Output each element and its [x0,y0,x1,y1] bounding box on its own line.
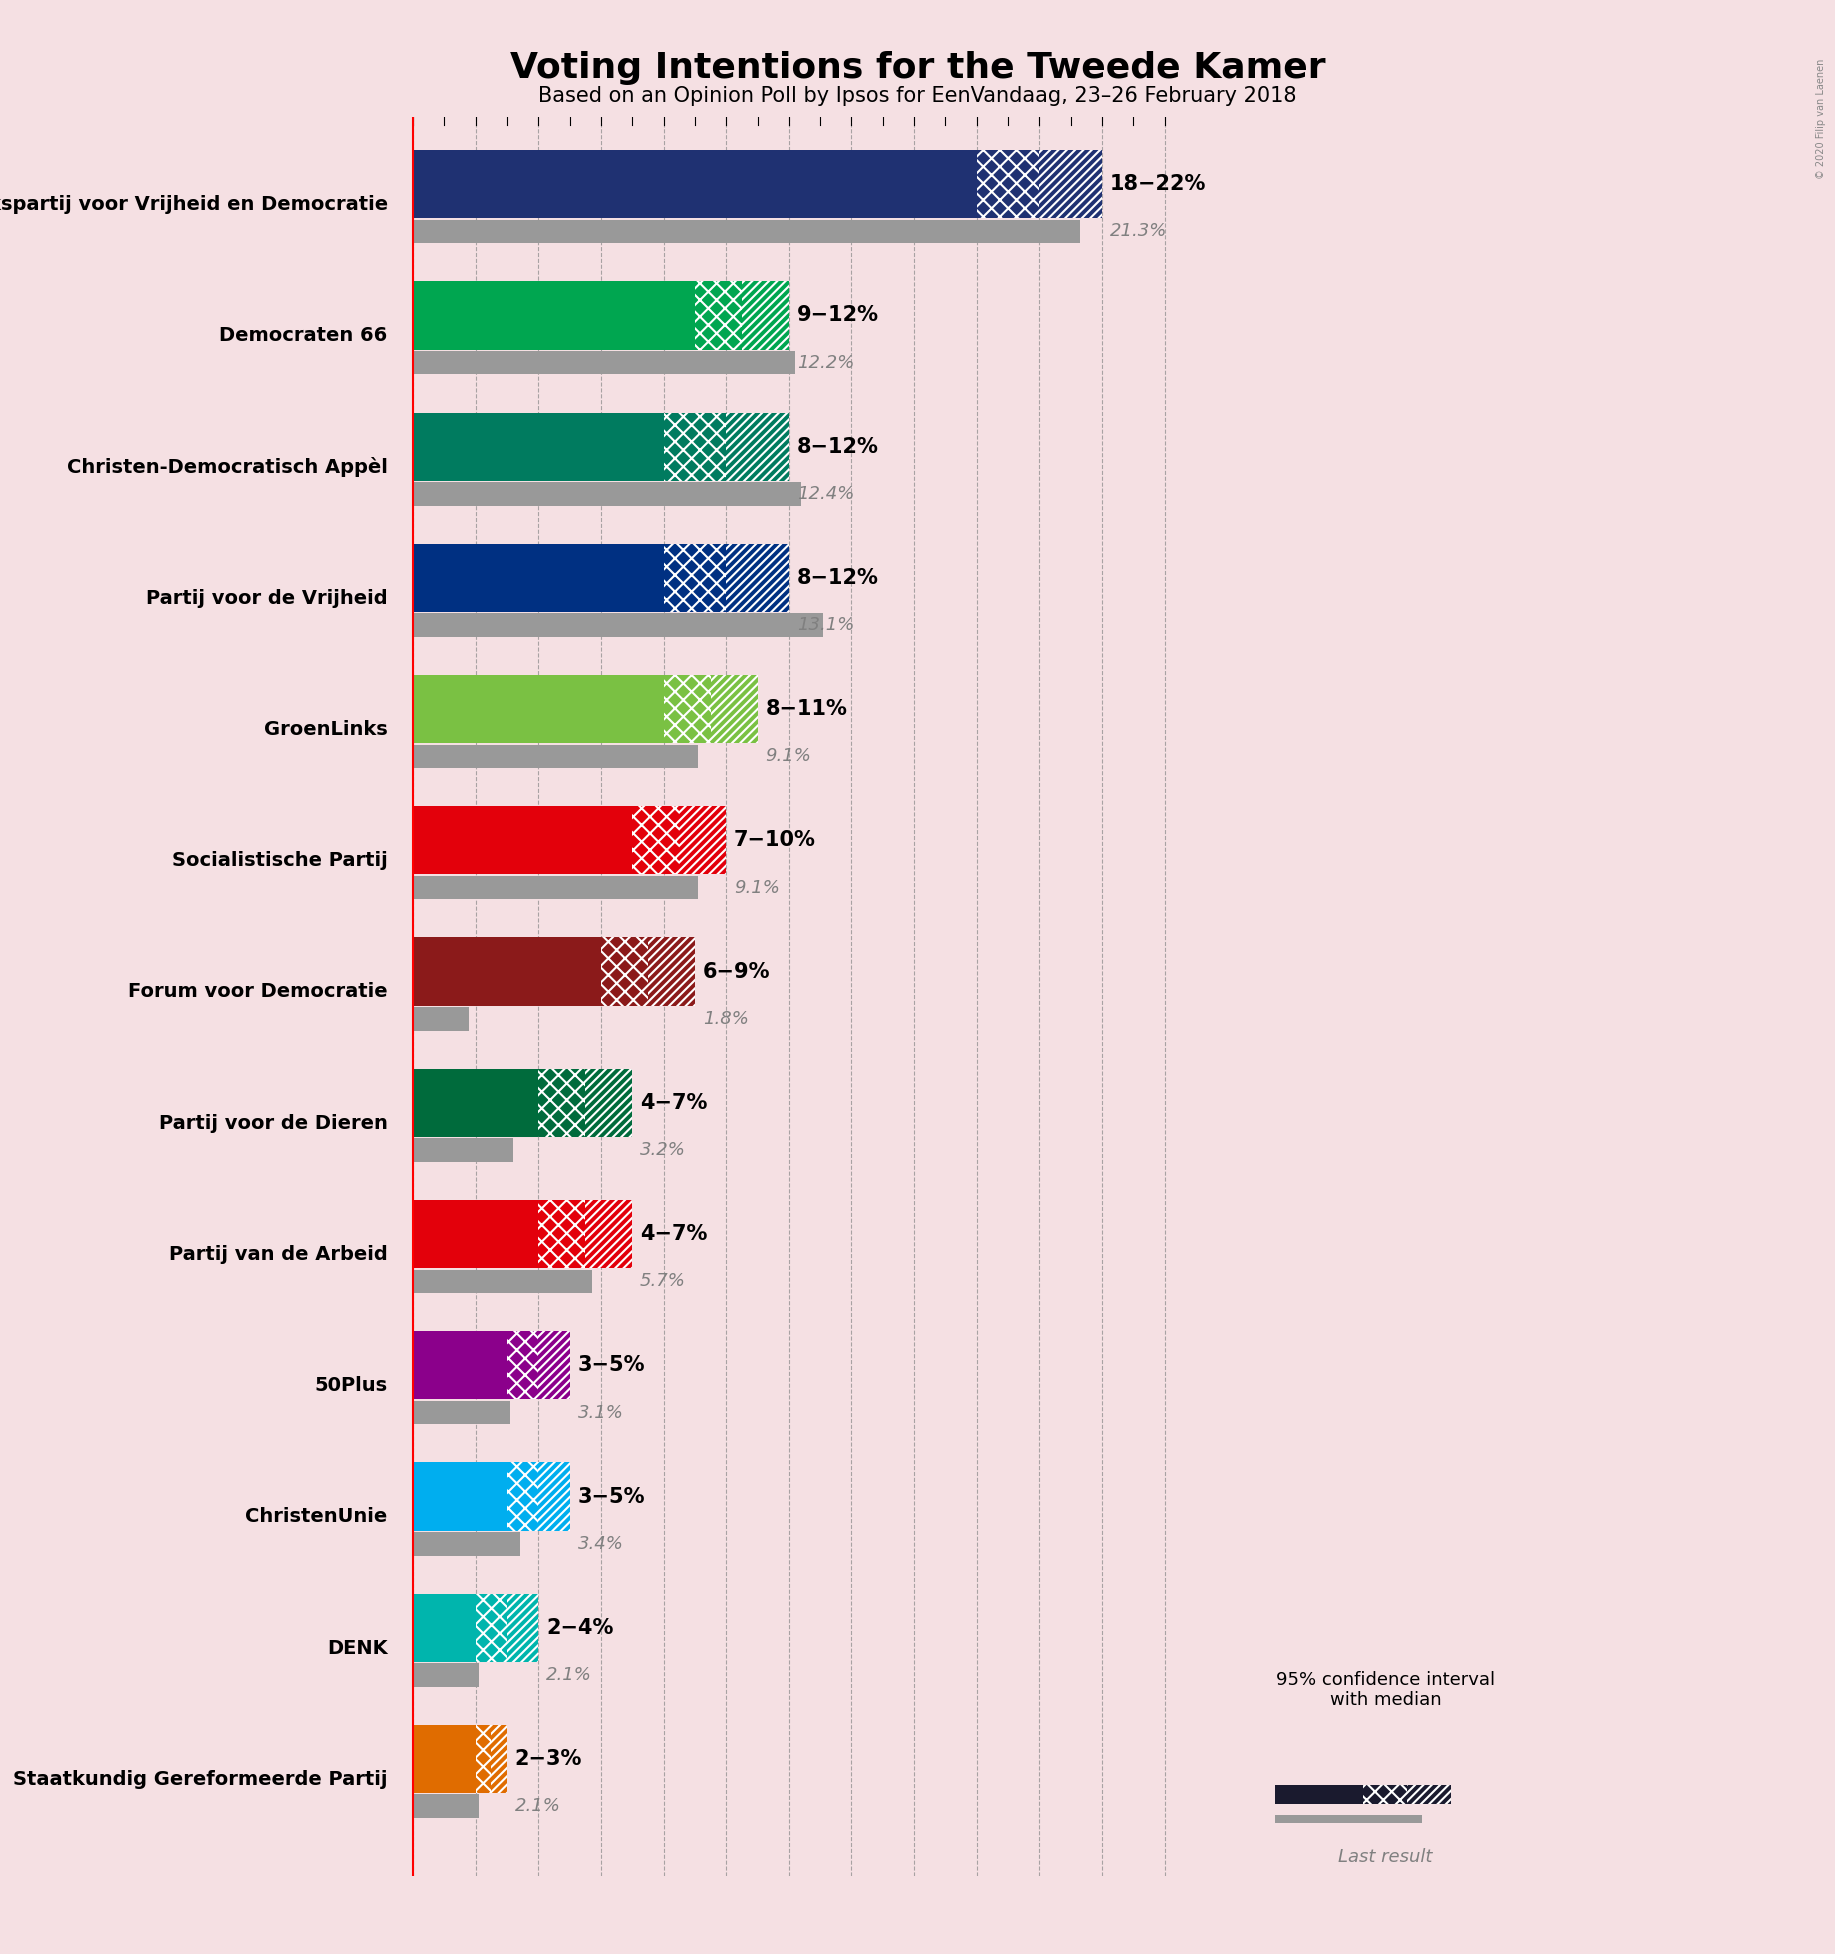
Bar [413,1270,591,1294]
Text: 4−7%: 4−7% [640,1223,708,1245]
Text: 3−5%: 3−5% [578,1487,644,1507]
Text: 9−12%: 9−12% [796,305,879,326]
Bar [602,938,648,1006]
Text: 2.1%: 2.1% [547,1667,593,1684]
Text: 7−10%: 7−10% [734,830,817,850]
Bar [413,1532,519,1555]
Text: 8−11%: 8−11% [765,700,848,719]
Bar [633,807,679,875]
Bar [413,1006,470,1030]
Bar [506,1462,538,1530]
Text: 18−22%: 18−22% [1110,174,1206,193]
Bar [664,543,727,612]
Bar [413,1200,538,1268]
Bar [664,674,710,743]
Bar [413,614,824,637]
Text: 4−7%: 4−7% [640,1092,708,1114]
Bar [413,352,795,375]
Bar [1275,1786,1363,1804]
Bar [413,483,802,506]
Bar [413,281,695,350]
Bar [695,281,741,350]
Text: 13.1%: 13.1% [796,616,853,635]
Bar [413,412,664,481]
Bar [413,1139,514,1163]
Bar [413,1594,475,1663]
Bar [710,674,758,743]
Text: 2−4%: 2−4% [547,1618,613,1637]
Bar [413,219,1081,242]
Bar [413,807,633,875]
Text: 2.1%: 2.1% [516,1798,562,1815]
Text: 8−12%: 8−12% [796,436,879,457]
Bar [413,150,976,219]
Bar [538,1069,585,1137]
Bar [413,744,697,768]
Bar [475,1594,506,1663]
Bar [492,1725,506,1794]
Bar [1039,150,1103,219]
Text: Based on an Opinion Poll by Ipsos for EenVandaag, 23–26 February 2018: Based on an Opinion Poll by Ipsos for Ee… [538,86,1297,106]
Bar [585,1069,633,1137]
Text: 9.1%: 9.1% [765,746,811,766]
Bar [506,1594,538,1663]
Bar [727,412,789,481]
Bar [1363,1786,1407,1804]
Bar [538,1331,569,1399]
Text: 9.1%: 9.1% [734,879,780,897]
Bar [413,1401,510,1424]
Text: 2−3%: 2−3% [516,1749,582,1768]
Bar [413,674,664,743]
Bar [538,1200,585,1268]
Bar [413,1794,479,1817]
Bar [585,1200,633,1268]
Text: 5.7%: 5.7% [640,1272,686,1290]
Text: 21.3%: 21.3% [1110,223,1167,240]
Bar [679,807,727,875]
Bar [413,1725,475,1794]
Bar [413,938,602,1006]
Text: 3.1%: 3.1% [578,1403,624,1423]
Bar [741,281,789,350]
Text: 1.8%: 1.8% [703,1010,749,1028]
Text: 95% confidence interval
with median: 95% confidence interval with median [1275,1671,1496,1710]
Text: 3.2%: 3.2% [640,1141,686,1159]
Bar [1275,1815,1422,1823]
Text: Last result: Last result [1338,1848,1433,1866]
Text: © 2020 Filip van Laenen: © 2020 Filip van Laenen [1817,59,1826,180]
Text: 8−12%: 8−12% [796,569,879,588]
Text: 12.4%: 12.4% [796,485,853,502]
Bar [413,543,664,612]
Text: 6−9%: 6−9% [703,961,771,981]
Bar [506,1331,538,1399]
Text: 12.2%: 12.2% [796,354,853,371]
Bar [413,1663,479,1686]
Text: 3.4%: 3.4% [578,1534,624,1553]
Bar [648,938,695,1006]
Bar [413,1331,506,1399]
Bar [727,543,789,612]
Bar [475,1725,492,1794]
Text: 3−5%: 3−5% [578,1356,644,1376]
Bar [664,412,727,481]
Bar [1407,1786,1451,1804]
Text: Voting Intentions for the Tweede Kamer: Voting Intentions for the Tweede Kamer [510,51,1325,84]
Bar [413,1069,538,1137]
Bar [976,150,1039,219]
Bar [538,1462,569,1530]
Bar [413,1462,506,1530]
Bar [413,875,697,899]
